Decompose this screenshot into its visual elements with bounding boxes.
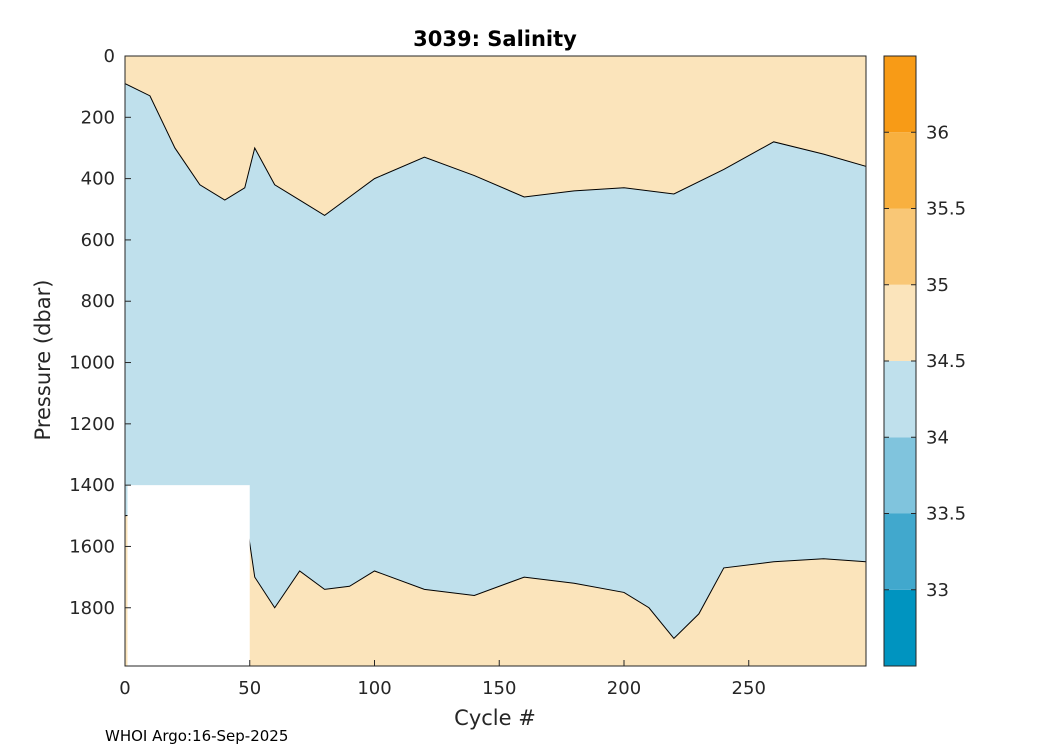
missing-data-region — [127, 485, 250, 666]
colorbar-tick-label: 34.5 — [926, 351, 966, 372]
colorbar-bin — [884, 208, 916, 285]
y-axis: 0 200 400 600 800 1000 1200 1400 1600 1800 — [69, 46, 131, 619]
y-tick-label: 1600 — [69, 536, 115, 557]
y-tick-label: 1000 — [69, 353, 115, 374]
colorbar-tick-label: 36 — [926, 122, 949, 143]
colorbar-bin — [884, 284, 916, 361]
colorbar-bin — [884, 361, 916, 438]
y-tick-label: 800 — [81, 291, 115, 312]
colorbar-bin — [884, 437, 916, 514]
colorbar: 33 33.5 34 34.5 35 35.5 36 — [883, 55, 966, 667]
y-tick-label: 600 — [81, 230, 115, 251]
x-tick-label: 150 — [482, 678, 516, 699]
y-tick-label: 0 — [104, 46, 115, 67]
colorbar-bin — [884, 56, 916, 133]
x-tick-label: 250 — [732, 678, 766, 699]
y-tick-label: 1200 — [69, 414, 115, 435]
chart-title: 3039: Salinity — [413, 27, 577, 51]
x-axis: 0 50 100 150 200 250 — [119, 660, 766, 699]
y-tick-label: 1400 — [69, 475, 115, 496]
colorbar-bin — [884, 513, 916, 590]
colorbar-tick-label: 35.5 — [926, 199, 966, 220]
surface-saline-layer — [125, 56, 866, 216]
y-tick-label: 400 — [81, 169, 115, 190]
x-tick-label: 200 — [607, 678, 641, 699]
y-tick-label: 1800 — [69, 598, 115, 619]
x-tick-label: 0 — [119, 678, 130, 699]
x-tick-label: 50 — [238, 678, 261, 699]
colorbar-bin — [884, 132, 916, 209]
x-axis-label: Cycle # — [454, 706, 536, 730]
plot-area — [124, 55, 867, 667]
colorbar-tick-label: 33.5 — [926, 504, 966, 525]
salinity-field — [125, 56, 866, 666]
x-tick-label: 100 — [357, 678, 391, 699]
colorbar-tick-label: 34 — [926, 427, 949, 448]
plot-frame — [124, 55, 867, 667]
colorbar-tick-label: 35 — [926, 275, 949, 296]
y-tick-label: 200 — [81, 107, 115, 128]
colorbar-bin — [884, 589, 916, 666]
colorbar-tick-label: 33 — [926, 580, 949, 601]
footer-credit: WHOI Argo:16-Sep-2025 — [105, 727, 288, 745]
y-axis-label: Pressure (dbar) — [31, 280, 55, 441]
